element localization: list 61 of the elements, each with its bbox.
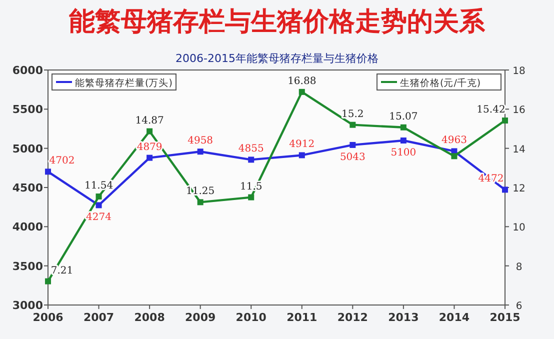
point — [451, 153, 458, 160]
y-tick-label: 4500 — [12, 182, 44, 194]
x-tick-label: 2006 — [32, 311, 64, 324]
point — [248, 156, 254, 163]
point — [96, 202, 102, 208]
y-tick-label: 3500 — [12, 260, 44, 273]
point — [146, 128, 153, 134]
point — [400, 124, 406, 130]
data-label: 4958 — [188, 136, 214, 147]
data-label: 4855 — [238, 144, 264, 155]
point — [96, 194, 102, 200]
point — [350, 142, 356, 148]
data-label: 4963 — [441, 135, 467, 146]
x-tick-label: 2011 — [286, 311, 318, 324]
point — [197, 148, 204, 155]
point — [298, 88, 305, 95]
data-label: 5100 — [390, 148, 416, 158]
point — [400, 138, 406, 144]
point — [350, 122, 356, 128]
x-tick-label: 2013 — [388, 311, 419, 324]
y2-tick-label: 14 — [512, 144, 526, 156]
legend-label: 能繁母猪存栏量(万头) — [75, 77, 172, 89]
point — [197, 199, 204, 206]
x-tick-label: 2009 — [185, 311, 216, 324]
data-label: 14.87 — [135, 115, 164, 126]
data-label: 4879 — [136, 142, 162, 153]
data-label: 4912 — [289, 139, 315, 150]
point — [146, 154, 153, 161]
y2-tick-label: 18 — [512, 66, 526, 77]
y2-tick-label: 6 — [516, 301, 522, 312]
chart-subtitle: 2006-2015年能繁母猪存栏量与生猪价格 — [176, 52, 378, 65]
y2-tick-label: 12 — [512, 184, 526, 194]
point — [502, 186, 508, 193]
y-tick-label: 3000 — [12, 299, 44, 312]
y-tick-label: 5000 — [12, 142, 44, 156]
x-tick-label: 2007 — [83, 311, 114, 324]
x-tick-label: 2010 — [236, 311, 267, 324]
data-label: 15.07 — [389, 111, 418, 122]
chart-title: 能繁母猪存栏与生猪价格走势的关系 — [69, 7, 486, 37]
y-tick-label: 4000 — [12, 220, 44, 234]
data-label: 4274 — [86, 212, 112, 224]
data-label: 15.42 — [476, 104, 506, 116]
legend-label: 生猪价格(元/千克) — [400, 77, 481, 89]
y2-tick-label: 8 — [516, 262, 522, 273]
data-label: 16.88 — [288, 76, 316, 87]
x-tick-label: 2012 — [337, 311, 368, 324]
y-tick-label: 5500 — [12, 103, 44, 116]
point — [298, 152, 305, 158]
point — [248, 194, 254, 200]
x-tick-label: 2015 — [490, 311, 520, 324]
point — [45, 168, 51, 175]
data-label: 15.2 — [342, 108, 364, 120]
y2-tick-label: 10 — [512, 222, 526, 234]
data-label: 5043 — [340, 152, 366, 163]
point — [45, 278, 51, 284]
data-label: 4702 — [49, 156, 75, 167]
x-tick-label: 2008 — [134, 311, 165, 324]
x-tick-label: 2014 — [438, 311, 470, 324]
y2-tick-label: 16 — [512, 105, 526, 116]
y-tick-label: 6000 — [12, 64, 44, 77]
point — [502, 118, 508, 124]
